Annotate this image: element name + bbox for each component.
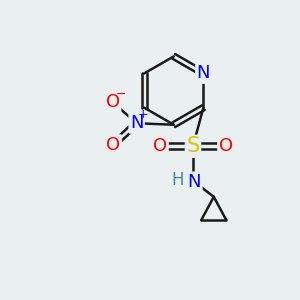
Text: O: O: [153, 137, 167, 155]
Text: N: N: [188, 173, 201, 191]
Text: O: O: [219, 137, 233, 155]
Text: +: +: [138, 108, 148, 122]
Text: O: O: [106, 93, 120, 111]
Text: S: S: [186, 136, 200, 156]
Text: N: N: [130, 114, 143, 132]
Text: H: H: [172, 172, 184, 190]
Text: N: N: [196, 64, 210, 82]
Text: −: −: [116, 88, 126, 100]
Text: O: O: [106, 136, 121, 154]
